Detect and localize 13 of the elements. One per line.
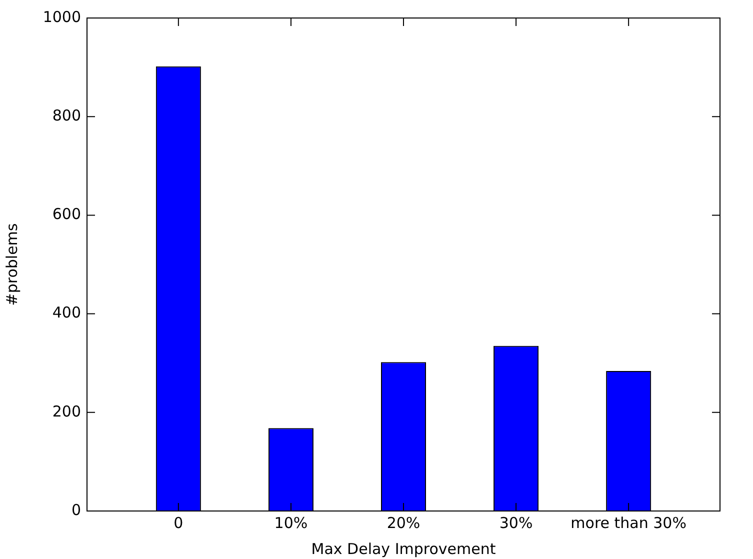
x-axis-title: Max Delay Improvement (311, 540, 496, 558)
x-tick-label: 10% (274, 514, 308, 532)
y-tick-label: 600 (52, 205, 81, 224)
x-tick-label: 30% (499, 514, 533, 532)
y-tick-label: 800 (52, 106, 81, 124)
y-axis-title: #problems (2, 223, 21, 306)
x-tick-label: 0 (174, 514, 184, 532)
y-tick-label: 0 (71, 500, 81, 519)
y-tick-label: 1000 (42, 8, 81, 26)
x-tick-label: 20% (386, 514, 420, 532)
y-tick-label: 200 (52, 402, 81, 420)
y-tick-label: 400 (52, 304, 81, 322)
x-tick-label: more than 30% (570, 514, 686, 532)
